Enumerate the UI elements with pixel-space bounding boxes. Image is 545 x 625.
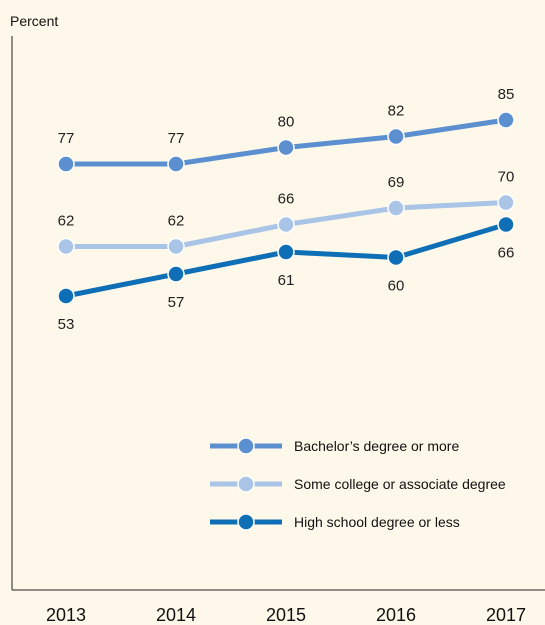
legend-swatch-marker-1 <box>237 475 255 493</box>
legend-label-1: Some college or associate degree <box>294 476 506 492</box>
x-tick-label-2: 2015 <box>266 605 306 625</box>
data-label-2-1: 57 <box>168 294 185 311</box>
data-label-0-3: 82 <box>388 103 405 120</box>
data-label-2-3: 60 <box>388 278 405 295</box>
data-point-0-4 <box>497 111 515 129</box>
data-label-1-4: 70 <box>498 169 515 186</box>
data-point-1-3 <box>387 199 405 217</box>
data-point-2-4 <box>497 215 515 234</box>
data-label-0-4: 85 <box>498 86 515 103</box>
legend-swatch-marker-2 <box>237 513 255 531</box>
x-tick-label-3: 2016 <box>376 605 416 625</box>
y-axis-label: Percent <box>10 13 58 29</box>
legend-item-2: High school degree or less <box>210 513 460 531</box>
data-point-1-0 <box>57 237 75 256</box>
data-point-2-0 <box>57 287 75 305</box>
data-label-2-0: 53 <box>58 316 75 333</box>
data-point-1-1 <box>167 237 185 256</box>
legend-label-0: Bachelor’s degree or more <box>294 438 459 454</box>
data-point-0-3 <box>387 127 405 146</box>
data-point-2-3 <box>387 248 405 267</box>
data-label-0-0: 77 <box>58 130 75 147</box>
data-point-2-1 <box>167 265 185 283</box>
data-label-0-2: 80 <box>278 114 295 131</box>
x-tick-labels: 2013 2014 2015 2016 2017 <box>46 605 526 625</box>
data-point-0-2 <box>277 138 295 157</box>
data-label-1-0: 62 <box>58 213 75 230</box>
x-tick-label-4: 2017 <box>486 605 526 625</box>
data-label-2-4: 66 <box>498 245 515 262</box>
x-tick-label-0: 2013 <box>46 605 86 625</box>
legend-item-0: Bachelor’s degree or more <box>210 437 459 455</box>
legend-label-2: High school degree or less <box>294 514 460 530</box>
data-point-0-0 <box>57 155 75 173</box>
data-point-1-4 <box>497 193 515 212</box>
series-layer: 77 77 80 82 85 62 62 66 69 70 53 57 61 60 66 <box>57 86 515 333</box>
data-label-2-2: 61 <box>278 272 295 289</box>
legend-swatch-marker-0 <box>237 437 255 455</box>
series-2: 53 57 61 60 66 <box>57 215 515 333</box>
series-1: 62 62 66 69 70 <box>57 169 515 256</box>
legend-item-1: Some college or associate degree <box>210 475 506 493</box>
data-label-1-3: 69 <box>388 174 405 191</box>
data-point-0-1 <box>167 155 185 173</box>
x-tick-label-1: 2014 <box>156 605 196 625</box>
data-point-1-2 <box>277 215 295 234</box>
data-label-0-1: 77 <box>168 130 185 147</box>
legend: Bachelor’s degree or more Some college or… <box>210 437 506 531</box>
data-label-1-1: 62 <box>168 213 185 230</box>
data-point-2-2 <box>277 243 295 261</box>
series-0: 77 77 80 82 85 <box>57 86 515 173</box>
data-label-1-2: 66 <box>278 191 295 208</box>
